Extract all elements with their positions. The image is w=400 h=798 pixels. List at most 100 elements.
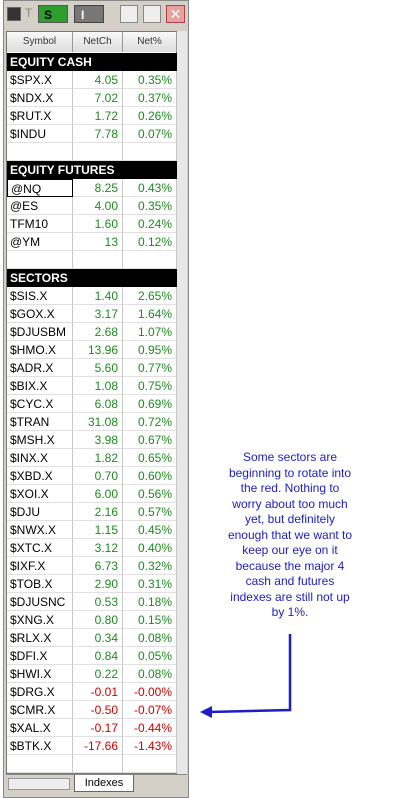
value-cell: 0.12% [123,233,177,251]
value-cell: 0.24% [123,215,177,233]
value-cell: 6.08 [73,395,123,413]
grid [6,31,177,774]
value-cell: 0.22 [73,665,123,683]
app-icon [7,7,21,21]
symbol-cell: $CYC.X [7,395,73,413]
annotation-line: by 1%. [271,605,309,619]
value-cell: 0.65% [123,449,177,467]
value-cell: 0.35% [123,71,177,89]
value-cell: -0.07% [123,701,177,719]
empty-cell [123,755,177,773]
value-cell: 2.16 [73,503,123,521]
value-cell: 7.02 [73,89,123,107]
close-button[interactable]: ✕ [166,5,185,23]
symbol-cell: $XBD.X [7,467,73,485]
s-button[interactable]: S [38,5,68,23]
symbol-cell: $DRG.X [7,683,73,701]
value-cell: 13 [73,233,123,251]
arrow-head [200,706,212,718]
symbol-cell: $CMR.X [7,701,73,719]
value-cell: 0.77% [123,359,177,377]
arrow [207,634,292,714]
value-cell: 0.26% [123,107,177,125]
column-header: Symbol [7,32,73,52]
empty-cell [123,251,177,269]
section-header: SECTORS [7,269,177,287]
value-cell: 0.45% [123,521,177,539]
value-cell: 0.05% [123,647,177,665]
symbol-cell: @NQ [7,179,73,197]
symbol-cell: $INX.X [7,449,73,467]
value-cell: 0.31% [123,575,177,593]
t-button[interactable]: T [25,6,33,20]
symbol-cell: $DJUSBM [7,323,73,341]
symbol-cell: $DFI.X [7,647,73,665]
symbol-cell: $GOX.X [7,305,73,323]
value-cell: 1.08 [73,377,123,395]
value-cell: 0.40% [123,539,177,557]
symbol-cell: $XOI.X [7,485,73,503]
value-cell: 2.65% [123,287,177,305]
symbol-cell: $SIS.X [7,287,73,305]
value-cell: 0.08% [123,665,177,683]
value-cell: 0.95% [123,341,177,359]
value-cell: 0.84 [73,647,123,665]
annotation-line: indexes are still not up [230,589,350,604]
value-cell: 31.08 [73,413,123,431]
annotation-line: because the major 4 [235,558,345,573]
empty-cell [7,251,73,269]
value-cell: -0.17 [73,719,123,737]
empty-cell [7,143,73,161]
symbol-cell: @YM [7,233,73,251]
value-cell: 1.60 [73,215,123,233]
section-header: EQUITY FUTURES [7,161,177,179]
value-cell: 0.34 [73,629,123,647]
i-button[interactable]: I [74,5,104,23]
value-cell: 3.98 [73,431,123,449]
value-cell: -17.66 [73,737,123,755]
annotation-line: the red. Nothing to [240,481,340,495]
column-header: NetCh [73,32,123,52]
value-cell: 8.25 [73,179,123,197]
maximize-button[interactable] [143,5,161,23]
value-cell: 7.78 [73,125,123,143]
empty-cell [123,143,177,161]
symbol-cell: $DJU [7,503,73,521]
value-cell: -0.00% [123,683,177,701]
column-header: Net% [123,32,177,52]
symbol-cell: TFM10 [7,215,73,233]
symbol-cell: $NDX.X [7,89,73,107]
symbol-cell: $TRAN [7,413,73,431]
section-header: EQUITY CASH [7,53,177,71]
annotation-line: Some sectors are [242,450,338,464]
symbol-cell: $HMO.X [7,341,73,359]
value-cell: 5.60 [73,359,123,377]
value-cell: 0.15% [123,611,177,629]
annotation-line: yet, but definitely [244,512,336,526]
value-cell: -0.44% [123,719,177,737]
value-cell: 0.69% [123,395,177,413]
annotation-line: worry about too much [232,496,348,511]
empty-cell [73,251,123,269]
annotation-line: keep our eye on it [242,543,338,557]
tab-scroll-buttons[interactable] [8,778,70,790]
toolbar: T S I ✕ [4,1,188,29]
minimize-button[interactable] [120,5,138,23]
tab[interactable]: Indexes [74,775,134,792]
value-cell: 0.75% [123,377,177,395]
value-cell: 4.05 [73,71,123,89]
value-cell: 0.35% [123,197,177,215]
value-cell: 6.73 [73,557,123,575]
symbol-cell: $ADR.X [7,359,73,377]
value-cell: 3.17 [73,305,123,323]
value-cell: 0.18% [123,593,177,611]
symbol-cell: $MSH.X [7,431,73,449]
value-cell: 1.82 [73,449,123,467]
tab-bar: Indexes [6,774,187,794]
value-cell: 0.57% [123,503,177,521]
symbol-cell: $INDU [7,125,73,143]
value-cell: 13.96 [73,341,123,359]
symbol-cell: $BTK.X [7,737,73,755]
symbol-cell: $XAL.X [7,719,73,737]
scrollbar [177,31,187,774]
